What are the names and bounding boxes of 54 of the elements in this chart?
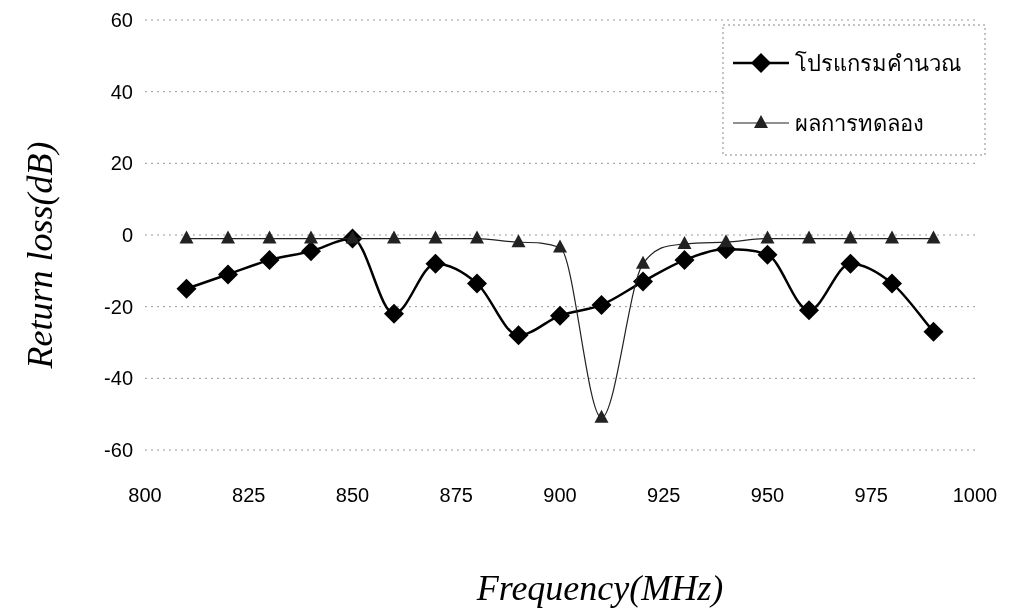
point [259, 250, 280, 271]
point [428, 230, 443, 244]
point [802, 230, 816, 244]
y-tick-label: 0 [121, 224, 133, 246]
y-tick-label: 40 [110, 80, 133, 103]
point [633, 271, 653, 292]
point [840, 253, 861, 274]
point [760, 230, 775, 244]
x-tick-label: 875 [439, 484, 473, 506]
point [176, 278, 197, 299]
point [553, 239, 567, 253]
x-tick-label: 925 [647, 484, 681, 506]
point [882, 273, 902, 294]
point [221, 230, 235, 244]
point [674, 250, 695, 271]
point [218, 264, 238, 285]
point [470, 230, 484, 244]
legend-label: ผลการทดลอง [795, 111, 924, 136]
x-tick-label: 825 [232, 484, 266, 506]
x-tick-label: 850 [335, 484, 370, 506]
point [511, 234, 526, 248]
x-tick-label: 900 [543, 484, 577, 506]
x-tick-label: 800 [128, 484, 162, 506]
point [926, 230, 941, 244]
x-tick-label: 975 [854, 484, 888, 506]
y-tick-label: 60 [110, 9, 133, 31]
point [636, 255, 650, 269]
y-tick-label: -60 [104, 439, 133, 461]
point [843, 230, 858, 244]
point [301, 241, 321, 262]
point [384, 303, 404, 324]
point [508, 325, 529, 346]
point [885, 230, 899, 244]
point [719, 234, 733, 248]
point [179, 230, 194, 244]
point [467, 273, 487, 294]
point [262, 230, 277, 244]
point [304, 230, 318, 244]
point [799, 300, 819, 321]
legend-label: โปรแกรมคำนวณ [795, 51, 961, 76]
point [591, 294, 612, 315]
y-tick-label: -40 [104, 367, 133, 390]
point [425, 253, 446, 274]
x-tick-label: 950 [750, 484, 785, 506]
y-axis-title: Return loss(dB) [20, 141, 60, 370]
point [550, 305, 570, 326]
y-tick-label: -20 [104, 295, 133, 318]
point [757, 244, 778, 265]
point [677, 235, 692, 249]
x-tick-label: 1000 [952, 484, 998, 506]
y-tick-label: 20 [110, 152, 133, 175]
x-axis-title: Frequency(MHz) [475, 568, 724, 608]
point [923, 321, 944, 342]
point [387, 230, 401, 244]
